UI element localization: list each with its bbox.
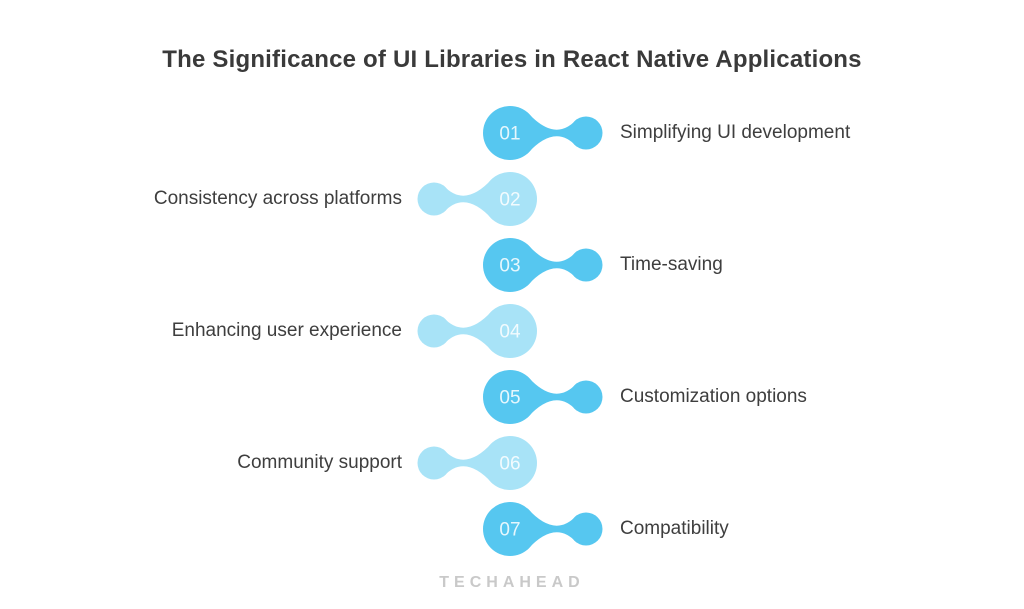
big-circle bbox=[483, 502, 537, 556]
small-circle bbox=[569, 116, 603, 150]
step-number: 04 bbox=[499, 322, 521, 343]
small-circle bbox=[569, 512, 603, 546]
step-bubble-icon: 06 bbox=[417, 436, 537, 490]
list-item: 03 Time-saving bbox=[0, 235, 1024, 295]
dumbbell-shape bbox=[417, 172, 537, 226]
step-label: Compatibility bbox=[620, 518, 729, 539]
step-number: 01 bbox=[499, 124, 520, 145]
big-circle bbox=[483, 370, 537, 424]
small-circle bbox=[569, 380, 603, 414]
connector-neck bbox=[527, 508, 577, 550]
big-circle bbox=[483, 436, 537, 490]
dumbbell-shape bbox=[417, 436, 537, 490]
step-bubble-icon: 02 bbox=[417, 172, 537, 226]
connector-neck bbox=[443, 442, 493, 484]
step-label: Time-saving bbox=[620, 254, 723, 275]
dumbbell-shape bbox=[483, 370, 603, 424]
step-number: 02 bbox=[499, 190, 520, 211]
step-number: 07 bbox=[499, 520, 520, 541]
small-circle bbox=[569, 248, 603, 282]
page-title: The Significance of UI Libraries in Reac… bbox=[162, 46, 862, 73]
step-label: Consistency across platforms bbox=[153, 188, 402, 209]
list-item: 06 Community support bbox=[0, 433, 1024, 493]
step-bubble-icon: 04 bbox=[417, 304, 537, 358]
connector-neck bbox=[527, 376, 577, 418]
dumbbell-shape bbox=[483, 502, 603, 556]
small-circle bbox=[417, 446, 451, 480]
step-label: Community support bbox=[237, 452, 402, 473]
step-bubble-icon: 07 bbox=[483, 502, 603, 556]
big-circle bbox=[483, 304, 537, 358]
list-item: 01 Simplifying UI development bbox=[0, 103, 1024, 163]
step-number: 05 bbox=[499, 388, 520, 409]
step-label: Enhancing user experience bbox=[171, 320, 402, 341]
big-circle bbox=[483, 172, 537, 226]
step-label: Customization options bbox=[620, 386, 807, 407]
dumbbell-shape bbox=[483, 238, 603, 292]
connector-neck bbox=[443, 310, 493, 352]
list-item: 04 Enhancing user experience bbox=[0, 301, 1024, 361]
connector-neck bbox=[527, 112, 577, 154]
small-circle bbox=[417, 182, 451, 216]
big-circle bbox=[483, 106, 537, 160]
step-bubble-icon: 01 bbox=[483, 106, 603, 160]
step-number: 06 bbox=[499, 454, 520, 475]
step-number: 03 bbox=[499, 256, 520, 277]
connector-neck bbox=[443, 178, 493, 220]
step-bubble-icon: 05 bbox=[483, 370, 603, 424]
list-item: 05 Customization options bbox=[0, 367, 1024, 427]
brand-logo: TECHAHEAD bbox=[439, 574, 585, 591]
list-item: 07 Compatibility bbox=[0, 499, 1024, 559]
connector-neck bbox=[527, 244, 577, 286]
list-item: 02 Consistency across platforms bbox=[0, 169, 1024, 229]
dumbbell-shape bbox=[417, 304, 537, 358]
dumbbell-shape bbox=[483, 106, 603, 160]
small-circle bbox=[417, 314, 451, 348]
big-circle bbox=[483, 238, 537, 292]
step-label: Simplifying UI development bbox=[620, 122, 851, 143]
step-bubble-icon: 03 bbox=[483, 238, 603, 292]
